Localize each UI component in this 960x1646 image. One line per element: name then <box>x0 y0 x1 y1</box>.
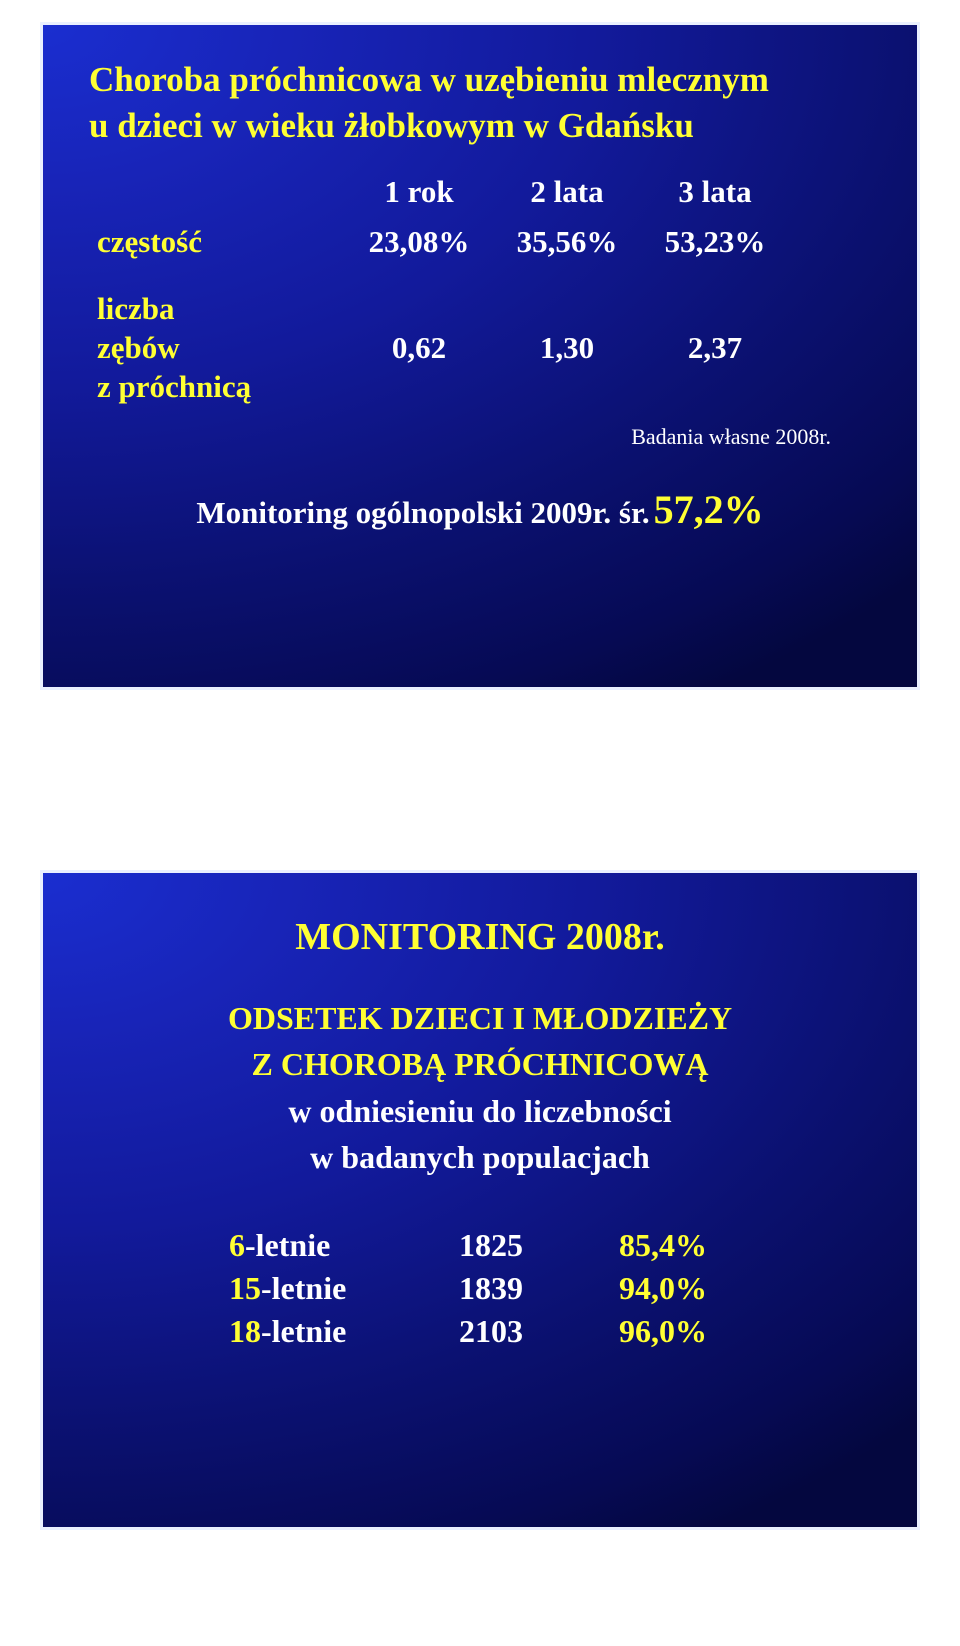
age-num: 6 <box>229 1227 245 1263</box>
slide1-header-row: 1 rok 2 lata 3 lata <box>97 174 871 210</box>
slide1-freq-row: częstość 23,08% 35,56% 53,23% <box>97 224 871 260</box>
teeth-label-l2: zębów <box>97 330 180 365</box>
count-cell: 2103 <box>459 1313 619 1350</box>
slide1-title-line1: Choroba próchnicowa w uzębieniu mlecznym <box>89 60 769 99</box>
count-cell: 1825 <box>459 1227 619 1264</box>
slide2-table: 6-letnie 1825 85,4% 15-letnie 1839 94,0%… <box>229 1227 861 1350</box>
pct-cell: 94,0% <box>619 1270 799 1307</box>
slide-1: Choroba próchnicowa w uzębieniu mlecznym… <box>40 22 920 690</box>
slide2-sub-l1: ODSETEK DZIECI I MŁODZIEŻY <box>228 1000 732 1036</box>
age-suffix: -letnie <box>261 1270 346 1306</box>
slide1-bottom-value: 57,2% <box>654 487 764 532</box>
slide1-title: Choroba próchnicowa w uzębieniu mlecznym… <box>89 57 871 148</box>
table-row: 15-letnie 1839 94,0% <box>229 1270 861 1307</box>
slide1-table: 1 rok 2 lata 3 lata częstość 23,08% 35,5… <box>97 174 871 406</box>
pct-cell: 85,4% <box>619 1227 799 1264</box>
teeth-label: liczba zębów z próchnicą <box>97 290 345 406</box>
age-suffix: -letnie <box>261 1313 346 1349</box>
age-cell: 15-letnie <box>229 1270 459 1307</box>
age-cell: 18-letnie <box>229 1313 459 1350</box>
teeth-v3: 2,37 <box>641 330 789 366</box>
pct-cell: 96,0% <box>619 1313 799 1350</box>
page: Choroba próchnicowa w uzębieniu mlecznym… <box>0 0 960 1646</box>
freq-v1: 23,08% <box>345 224 493 260</box>
slide2-sub-l2: Z CHOROBĄ PRÓCHNICOWĄ <box>252 1046 709 1082</box>
slide-2: MONITORING 2008r. ODSETEK DZIECI I MŁODZ… <box>40 870 920 1530</box>
slide2-sub-l4: w badanych populacjach <box>310 1139 650 1175</box>
teeth-label-l1: liczba <box>97 291 175 326</box>
freq-label: częstość <box>97 224 345 260</box>
teeth-v1: 0,62 <box>345 330 493 366</box>
table-row: 6-letnie 1825 85,4% <box>229 1227 861 1264</box>
slide1-bottom-line: Monitoring ogólnopolski 2009r. śr. 57,2% <box>89 486 871 533</box>
slide1-source: Badania własne 2008r. <box>89 424 871 450</box>
age-num: 15 <box>229 1270 261 1306</box>
slide1-title-line2: u dzieci w wieku żłobkowym w Gdańsku <box>89 106 694 145</box>
age-suffix: -letnie <box>245 1227 330 1263</box>
col-header-1: 1 rok <box>345 174 493 210</box>
age-num: 18 <box>229 1313 261 1349</box>
age-cell: 6-letnie <box>229 1227 459 1264</box>
freq-v3: 53,23% <box>641 224 789 260</box>
slide1-teeth-row: liczba zębów z próchnicą 0,62 1,30 2,37 <box>97 290 871 406</box>
count-cell: 1839 <box>459 1270 619 1307</box>
table-row: 18-letnie 2103 96,0% <box>229 1313 861 1350</box>
slide2-subtitle: ODSETEK DZIECI I MŁODZIEŻY Z CHOROBĄ PRÓ… <box>99 995 861 1181</box>
freq-v2: 35,56% <box>493 224 641 260</box>
slide1-bottom-prefix: Monitoring ogólnopolski 2009r. śr. <box>196 495 649 530</box>
slide2-sub-l3: w odniesieniu do liczebności <box>288 1093 671 1129</box>
teeth-v2: 1,30 <box>493 330 641 366</box>
slide2-title: MONITORING 2008r. <box>99 915 861 959</box>
col-header-3: 3 lata <box>641 174 789 210</box>
teeth-label-l3: z próchnicą <box>97 369 251 404</box>
col-header-2: 2 lata <box>493 174 641 210</box>
